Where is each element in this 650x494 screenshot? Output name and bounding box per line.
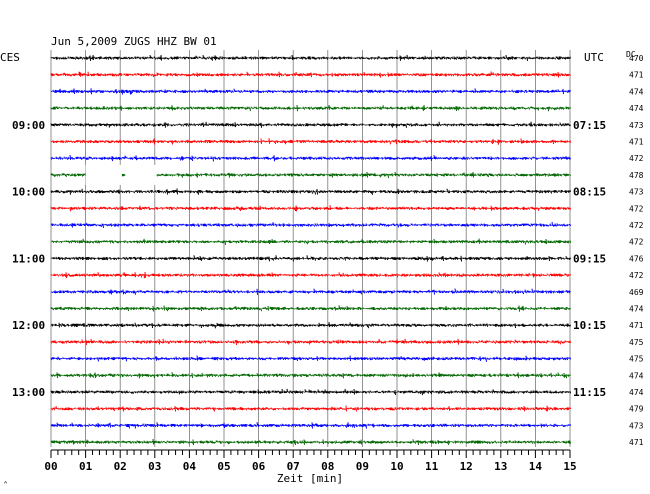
trace-line	[50, 405, 571, 412]
trace-line	[50, 305, 571, 312]
x-tick-label: 01	[79, 460, 93, 473]
dc-value: 474	[629, 104, 644, 113]
x-tick-label: 05	[217, 460, 230, 473]
right-time-label: 09:15	[573, 252, 606, 265]
dc-column-label: DC	[626, 50, 636, 59]
dc-value: 473	[629, 188, 644, 197]
dc-value: 471	[629, 438, 644, 447]
dc-value: 472	[629, 271, 644, 280]
x-tick-label: 09	[356, 460, 369, 473]
dc-value: 471	[629, 321, 644, 330]
dc-value: 475	[629, 338, 644, 347]
dc-value: 472	[629, 238, 644, 247]
dc-value: 476	[629, 254, 644, 263]
right-timezone-label: UTC	[584, 51, 604, 64]
dc-value: 472	[629, 154, 644, 163]
trace-line	[50, 288, 571, 295]
x-axis: 00 01 02 03 04 05 06 07 08 09 10 11 12 13 14 15	[44, 449, 577, 473]
x-tick-label: 11	[425, 460, 439, 473]
trace-line	[50, 238, 571, 245]
trace-line	[50, 422, 571, 429]
x-tick-label: 12	[460, 460, 473, 473]
x-tick-label: 08	[321, 460, 334, 473]
dc-value: 472	[629, 221, 644, 230]
trace-line	[50, 205, 571, 212]
trace-line	[50, 88, 571, 95]
right-time-label: 10:15	[573, 319, 606, 332]
right-time-labels: 07:15 08:15 09:15 10:15 11:15	[573, 119, 606, 399]
trace-line	[50, 255, 571, 262]
data-gap	[125, 164, 157, 185]
trace-line	[50, 154, 571, 162]
data-gap	[85, 164, 122, 185]
trace-line	[50, 138, 571, 145]
trace-line	[50, 121, 571, 128]
dc-value: 473	[629, 421, 644, 430]
trace-line	[50, 438, 571, 446]
x-tick-label: 15	[563, 460, 576, 473]
right-time-label: 07:15	[573, 119, 606, 132]
x-tick-label: 07	[287, 460, 300, 473]
trace-line	[50, 71, 571, 78]
trace-line	[50, 271, 571, 279]
dc-value: 472	[629, 204, 644, 213]
chart-title: Jun 5,2009 ZUGS HHZ BW 01	[51, 35, 217, 48]
dc-value: 475	[629, 355, 644, 364]
dc-value: 474	[629, 371, 644, 380]
right-time-label: 11:15	[573, 386, 606, 399]
trace-line	[50, 372, 571, 379]
minute-grid	[50, 50, 571, 447]
dc-value: 471	[629, 71, 644, 80]
x-tick-label: 02	[114, 460, 127, 473]
trace-line	[50, 188, 571, 195]
x-tick-label: 10	[390, 460, 403, 473]
dc-value: 473	[629, 121, 644, 130]
left-time-label: 13:00	[12, 386, 45, 399]
dc-value: 469	[629, 288, 644, 297]
left-time-label: 11:00	[12, 252, 45, 265]
right-time-label: 08:15	[573, 186, 606, 199]
dc-value: 479	[629, 405, 644, 414]
trace-line	[50, 221, 571, 228]
left-time-label: 12:00	[12, 319, 45, 332]
dc-values: 470 471 474 474 473 471 472 478 473 472 472 472 476 4…	[629, 54, 644, 447]
x-tick-label: 04	[183, 460, 197, 473]
left-time-labels: 09:00 10:00 11:00 12:00 13:00	[12, 119, 45, 399]
left-time-label: 10:00	[12, 186, 45, 199]
dc-value: 478	[629, 171, 644, 180]
trace-rows	[50, 54, 571, 446]
trace-line	[50, 104, 571, 112]
dc-value: 474	[629, 305, 644, 314]
x-tick-label: 13	[494, 460, 507, 473]
corner-mark-icon: ᴬ	[4, 480, 7, 488]
trace-line	[50, 322, 571, 329]
dc-value: 474	[629, 87, 644, 96]
trace-line	[50, 355, 571, 362]
x-tick-label: 06	[252, 460, 266, 473]
x-tick-label: 00	[44, 460, 57, 473]
trace-line	[50, 54, 571, 61]
trace-line	[50, 338, 571, 346]
left-timezone-label: CES	[0, 51, 20, 64]
dc-value: 474	[629, 388, 644, 397]
trace-line	[50, 388, 571, 396]
x-tick-label: 14	[529, 460, 543, 473]
x-axis-label: Zeit [min]	[277, 472, 343, 485]
dc-value: 471	[629, 138, 644, 147]
x-tick-label: 03	[148, 460, 161, 473]
left-time-label: 09:00	[12, 119, 45, 132]
dc-value: 470	[629, 54, 644, 63]
data-gaps	[85, 164, 157, 185]
